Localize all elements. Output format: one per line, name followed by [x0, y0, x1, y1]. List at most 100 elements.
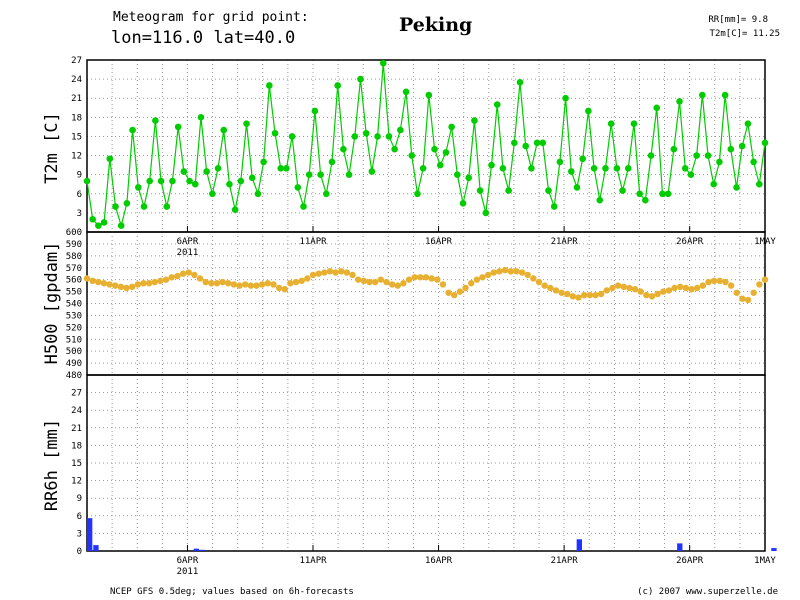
t2m-point [163, 203, 171, 210]
t2m-point [744, 120, 752, 128]
h500-point [468, 280, 475, 287]
t2m-point [670, 145, 678, 153]
h500-point [117, 283, 125, 291]
h500-point [750, 289, 757, 296]
y-tick-label: 580 [66, 252, 82, 262]
h500-point [309, 271, 317, 279]
h500-point [287, 280, 294, 287]
t2m-point [117, 222, 125, 229]
t2m-point [419, 164, 427, 172]
h500-point [524, 271, 531, 279]
h500-point [140, 280, 147, 287]
t2m-point [203, 168, 210, 175]
h500-point [552, 287, 560, 294]
h500-point [134, 281, 142, 288]
t2m-point [254, 190, 262, 198]
h500-point [83, 275, 91, 282]
t2m-point [345, 171, 353, 178]
x-tick-label: 1MAY [754, 556, 776, 566]
y-tick-label: 550 [66, 288, 82, 298]
h500-point [620, 283, 627, 291]
h500-point [258, 281, 266, 288]
h500-point [326, 268, 334, 275]
h500-point [694, 284, 701, 292]
x-tick-label: 16APR [425, 237, 453, 247]
t2m-point [579, 155, 586, 163]
h500-point [321, 269, 328, 276]
rr6h-bar [677, 543, 683, 551]
t2m-point [379, 59, 387, 67]
h500-point [490, 269, 497, 276]
t2m-point [476, 187, 484, 194]
t2m-point [129, 126, 136, 134]
t2m-point [357, 75, 364, 83]
h500-point [705, 278, 712, 286]
y-tick-label: 27 [71, 389, 82, 399]
h500-point [581, 291, 588, 299]
y-tick-label: 24 [71, 75, 82, 85]
h500-point [586, 291, 594, 299]
h500-point [535, 278, 543, 286]
h500-point [660, 288, 667, 295]
t2m-point [539, 139, 547, 147]
t2m-point [157, 177, 165, 185]
t2m-point [664, 190, 672, 198]
t2m-point [123, 200, 131, 207]
t2m-point [152, 117, 159, 124]
t2m-axis-label: T2m [C] [42, 112, 62, 184]
h500-point [417, 274, 424, 281]
h500-point [473, 276, 481, 283]
t2m-point [271, 129, 279, 137]
t2m-series-line [86, 63, 766, 228]
t2m-point [459, 200, 467, 207]
t2m-point [226, 180, 233, 188]
y-tick-label: 570 [66, 264, 82, 274]
h500-point [253, 282, 260, 289]
h500-point [428, 275, 435, 282]
h500-point [383, 278, 390, 286]
t2m-point [607, 120, 615, 128]
h500-point [744, 296, 752, 304]
h500-point [377, 276, 384, 283]
h500-point [162, 276, 170, 283]
t2m-point [317, 171, 324, 178]
x-tick-label: 21APR [551, 237, 579, 247]
t2m-point [243, 120, 250, 128]
t2m-point [596, 196, 604, 204]
t2m-point [220, 126, 228, 134]
h500-point [541, 282, 548, 289]
y-tick-label: 3 [77, 529, 82, 539]
t2m-point [334, 82, 341, 89]
h500-point [530, 275, 537, 282]
t2m-point [425, 91, 433, 99]
h500-point [112, 282, 119, 289]
h500-point [185, 269, 192, 276]
t2m-point [704, 152, 712, 159]
y-tick-label: 18 [71, 113, 82, 123]
t2m-point [550, 203, 558, 210]
h500-point [575, 294, 582, 301]
rr6h-bar [193, 548, 200, 551]
h500-point [677, 283, 684, 291]
t2m-point [414, 190, 421, 198]
y-tick-label: 540 [66, 300, 82, 310]
t2m-point [209, 190, 216, 198]
y-tick-label: 27 [71, 56, 82, 66]
h500-point [422, 274, 430, 281]
t2m-point [362, 129, 370, 137]
t2m-point [408, 152, 416, 159]
h500-point [145, 280, 153, 287]
h500-point [603, 287, 610, 294]
h500-point [739, 295, 746, 302]
t2m-point [214, 164, 222, 172]
y-tick-label: 530 [66, 311, 82, 321]
t2m-point [351, 133, 359, 140]
t2m-point [573, 184, 581, 191]
t2m-point [619, 187, 626, 194]
t2m-point [146, 177, 153, 185]
h500-point [275, 284, 283, 292]
t2m-point [493, 101, 501, 108]
h500-point [400, 280, 407, 287]
t2m-point [727, 145, 735, 153]
y-tick-label: 12 [71, 477, 82, 487]
